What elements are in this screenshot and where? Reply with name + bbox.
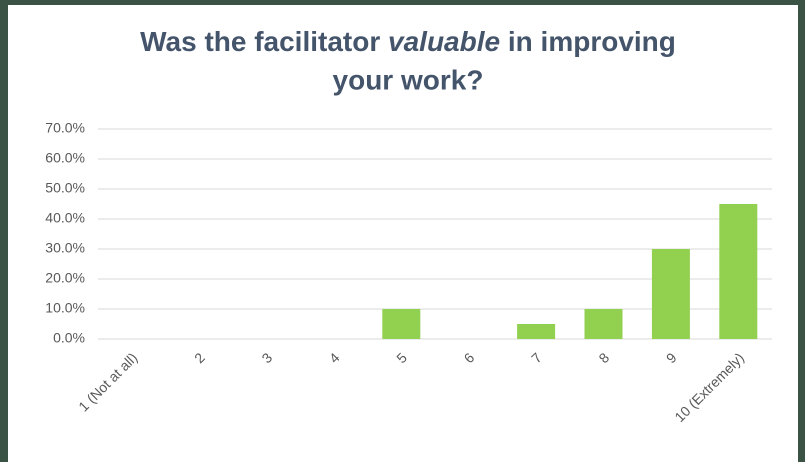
y-tick-label: 60.0%	[45, 150, 85, 166]
chart-background	[8, 5, 798, 462]
bar	[517, 324, 556, 339]
y-tick-label: 0.0%	[53, 330, 85, 346]
title-part: Was the facilitator	[140, 26, 380, 57]
bar	[651, 249, 690, 339]
title-part: in improving	[508, 26, 676, 57]
y-tick-label: 50.0%	[45, 180, 85, 196]
bar	[584, 309, 623, 339]
y-tick-label: 10.0%	[45, 300, 85, 316]
chart-title: your work?	[333, 64, 484, 95]
title-part: valuable	[388, 26, 500, 57]
y-tick-label: 40.0%	[45, 210, 85, 226]
y-tick-label: 20.0%	[45, 270, 85, 286]
y-tick-label: 70.0%	[45, 120, 85, 136]
y-tick-label: 30.0%	[45, 240, 85, 256]
chart-title: Was the facilitator valuable in improvin…	[140, 26, 676, 57]
bar	[719, 204, 758, 339]
bar	[382, 309, 421, 339]
